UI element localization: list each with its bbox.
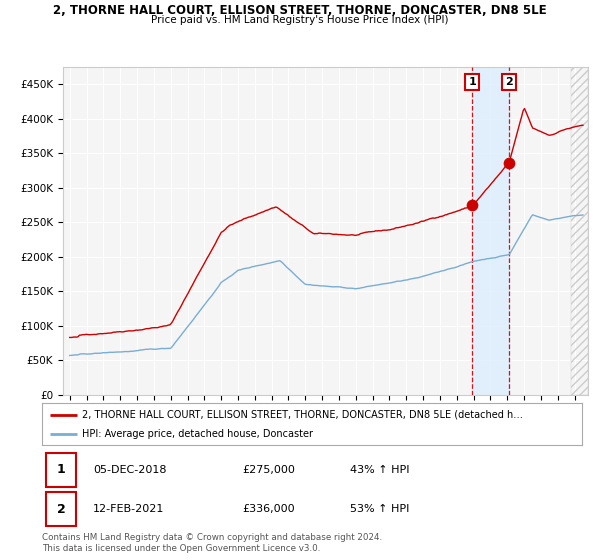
Text: 1: 1: [469, 77, 476, 87]
Text: £336,000: £336,000: [242, 504, 295, 514]
Text: Contains HM Land Registry data © Crown copyright and database right 2024.
This d: Contains HM Land Registry data © Crown c…: [42, 533, 382, 553]
Bar: [472, 67, 509, 395]
Text: £275,000: £275,000: [242, 465, 295, 475]
FancyBboxPatch shape: [46, 492, 76, 526]
Text: 2: 2: [505, 77, 513, 87]
Text: 12-FEB-2021: 12-FEB-2021: [94, 504, 164, 514]
Text: 2, THORNE HALL COURT, ELLISON STREET, THORNE, DONCASTER, DN8 5LE (detached h…: 2, THORNE HALL COURT, ELLISON STREET, TH…: [83, 409, 523, 419]
FancyBboxPatch shape: [46, 453, 76, 487]
Text: 2: 2: [56, 502, 65, 516]
Point: [505, 158, 514, 167]
Text: 2, THORNE HALL COURT, ELLISON STREET, THORNE, DONCASTER, DN8 5LE: 2, THORNE HALL COURT, ELLISON STREET, TH…: [53, 4, 547, 17]
Text: 1: 1: [56, 463, 65, 477]
Point: [467, 200, 477, 209]
Text: Price paid vs. HM Land Registry's House Price Index (HPI): Price paid vs. HM Land Registry's House …: [151, 15, 449, 25]
Text: 53% ↑ HPI: 53% ↑ HPI: [350, 504, 409, 514]
Text: 43% ↑ HPI: 43% ↑ HPI: [350, 465, 409, 475]
Text: HPI: Average price, detached house, Doncaster: HPI: Average price, detached house, Donc…: [83, 429, 314, 439]
Text: 05-DEC-2018: 05-DEC-2018: [94, 465, 167, 475]
